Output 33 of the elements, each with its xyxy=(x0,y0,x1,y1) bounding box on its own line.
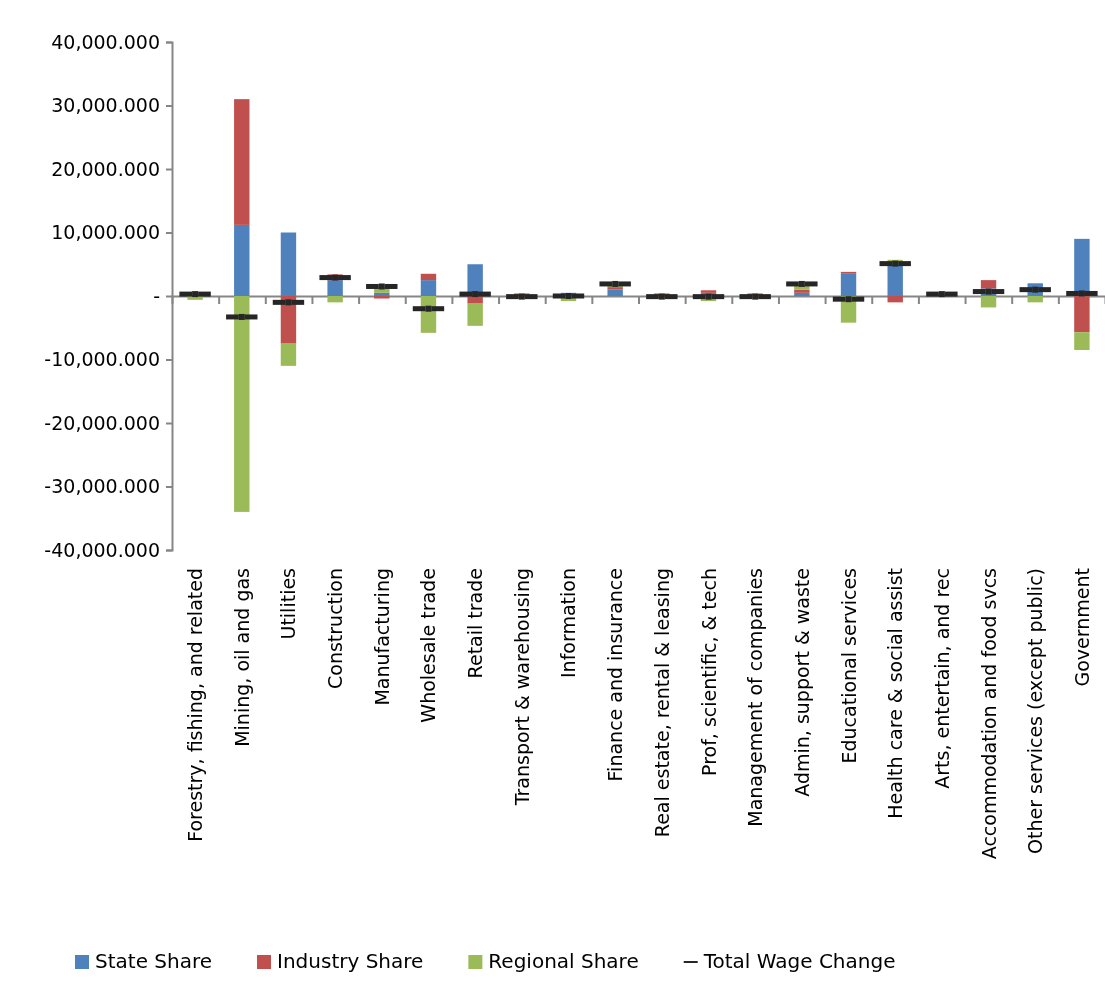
x-tick-label: Mining, oil and gas xyxy=(230,568,253,747)
x-tick-label: Manufacturing xyxy=(370,568,393,706)
legend-label: State Share xyxy=(95,949,213,973)
legend-label: Total Wage Change xyxy=(702,949,896,973)
x-tick-label: Construction xyxy=(324,568,347,689)
x-tick-label: Management of companies xyxy=(744,568,767,827)
x-tick-label: Forestry, fishing, and related xyxy=(184,568,207,842)
x-tick-label: Accommodation and food svcs xyxy=(977,568,1000,860)
x-tick-label: Government xyxy=(1070,568,1093,687)
x-tick-label: Information xyxy=(557,568,580,678)
y-tick-label: -10,000.000 xyxy=(44,348,160,371)
x-tick-label: Real estate, rental & leasing xyxy=(650,568,673,838)
x-tick-label: Educational services xyxy=(837,568,860,764)
x-tick-label: Health care & social assist xyxy=(884,568,907,819)
y-tick-label: 10,000.000 xyxy=(51,221,160,244)
x-tick-label: Utilities xyxy=(277,568,300,640)
legend-label: Regional Share xyxy=(488,949,639,973)
x-tick-label: Transport & warehousing xyxy=(510,568,533,807)
x-tick-label: Finance and insurance xyxy=(604,568,627,782)
y-tick-label: -40,000.000 xyxy=(44,538,160,561)
y-tick-label: 20,000.000 xyxy=(51,157,160,180)
y-tick-label: -30,000.000 xyxy=(44,475,160,498)
x-tick-label: Arts, entertain, and rec xyxy=(930,568,953,789)
x-tick-label: Admin, support & waste xyxy=(790,568,813,797)
y-tick-label: - xyxy=(153,284,160,307)
x-tick-label: Retail trade xyxy=(464,568,487,679)
x-tick-label: Wholesale trade xyxy=(417,568,440,723)
y-tick-label: -20,000.000 xyxy=(44,411,160,434)
x-tick-label: Other services (except public) xyxy=(1024,568,1047,854)
x-tick-label: Prof, scientific, & tech xyxy=(697,568,720,776)
y-tick-label: 40,000.000 xyxy=(51,30,160,53)
y-tick-label: 30,000.000 xyxy=(51,94,160,117)
legend-label: Industry Share xyxy=(277,949,424,973)
